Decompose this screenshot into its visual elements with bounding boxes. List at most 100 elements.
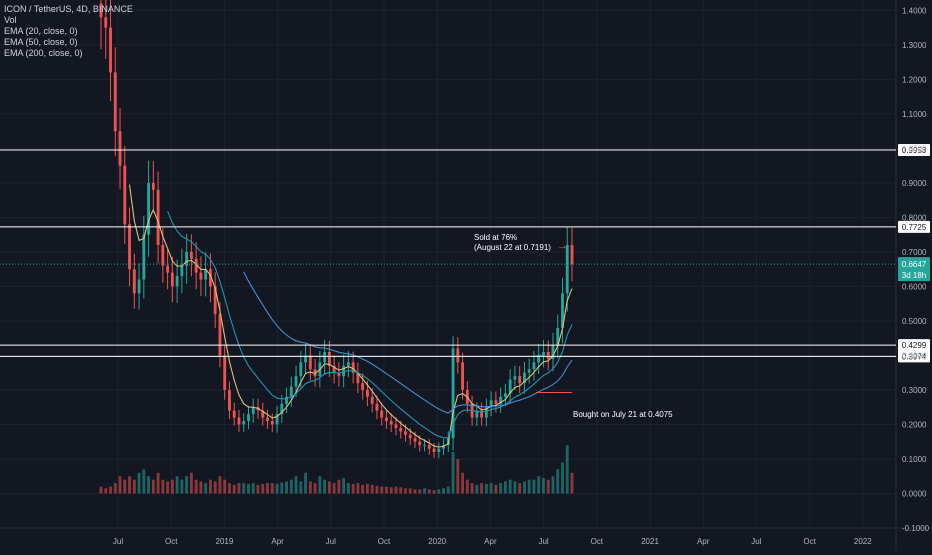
volume-bar [385, 486, 388, 494]
volume-bar [218, 476, 222, 494]
indicator-vol[interactable]: Vol [4, 15, 17, 25]
candle-body [346, 362, 350, 366]
y-tick-label: 1.3000 [902, 41, 927, 50]
x-tick-label: Jul [113, 537, 123, 546]
candle-body [270, 421, 274, 425]
volume-bar [456, 458, 460, 494]
candle-body [508, 379, 512, 394]
volume-bar [465, 479, 469, 494]
candle-body [551, 345, 555, 359]
volume-bar [542, 477, 545, 494]
volume-bar [427, 489, 431, 494]
annotations: Sold at 76%(August 22 at 0.7191) → Bought … [474, 233, 673, 419]
volume-bar [170, 479, 174, 494]
candle-body [180, 265, 184, 277]
candle-body [266, 417, 269, 422]
indicator-ema50[interactable]: EMA (50, close, 0) [4, 37, 78, 47]
candle-body [199, 272, 203, 280]
candle-body [380, 410, 384, 418]
level-tag [898, 350, 930, 363]
sold-annotation-line1: Sold at 76% [474, 233, 517, 242]
candle-body [128, 224, 131, 270]
candle-body [432, 448, 436, 453]
volume-bar [503, 481, 507, 494]
candle-body [389, 421, 393, 425]
y-tick-label: 0.8000 [902, 213, 927, 222]
volume-bar [451, 452, 455, 494]
volume-bar [237, 483, 241, 494]
candle-body [147, 182, 151, 235]
candle-body [570, 245, 574, 265]
x-tick-label: 2021 [641, 537, 659, 546]
volume-bar [128, 476, 131, 494]
volume-bar [470, 483, 474, 494]
volume-bar [527, 479, 531, 494]
candle-body [323, 352, 327, 363]
volume-bar [446, 486, 450, 494]
current-price-tag [898, 257, 930, 282]
volume-bar [413, 489, 417, 494]
volume-bar [189, 472, 193, 494]
sold-annotation-line2: (August 22 at 0.7191) [474, 243, 551, 252]
candle-body [194, 258, 198, 273]
volume-bar [484, 483, 488, 494]
candle-body [451, 348, 455, 439]
candle-body [503, 393, 507, 397]
volume-bar [551, 476, 555, 494]
volume-bar [432, 490, 436, 494]
volume-bar [147, 476, 151, 494]
candle-body [156, 189, 160, 246]
x-tick-label: 2019 [216, 537, 234, 546]
x-tick-label: Jul [538, 537, 548, 546]
volume-bar [151, 479, 155, 494]
candle-body [275, 414, 279, 425]
volume-bar [351, 483, 355, 494]
candle-body [427, 445, 431, 449]
volume-bar [266, 483, 269, 494]
volume-bar [299, 481, 303, 494]
volume-bar [461, 472, 465, 494]
indicator-ema20[interactable]: EMA (20, close, 0) [4, 26, 78, 36]
volume-bar [123, 479, 127, 494]
level-label: 0.7725 [902, 223, 927, 232]
volume-bar [113, 483, 117, 494]
volume-bar [313, 483, 317, 494]
volume-bar [399, 487, 403, 494]
x-tick-label: Apr [697, 537, 710, 546]
indicator-ema200[interactable]: EMA (200, close, 0) [4, 48, 83, 58]
volume-bar [261, 483, 265, 494]
candle-body [308, 355, 312, 370]
price-axis[interactable]: 1.4000 1.3000 1.2000 1.1000 1.0000 0.9000 0.80… [902, 6, 930, 533]
volume-bar [104, 488, 108, 494]
candle-body [242, 421, 246, 425]
volume-bar [166, 481, 170, 494]
candle-body [118, 131, 122, 166]
time-axis[interactable]: Jul Oct 2019 Apr Jul Oct 2020 Apr Jul Oct 2021 Apr J… [113, 537, 872, 546]
candle-body [475, 410, 479, 418]
volume-bar [437, 489, 441, 494]
candle-body [527, 369, 531, 373]
bought-annotation: Bought on July 21 at 0.4075 [573, 410, 673, 419]
candle-body [513, 376, 517, 380]
volume-bar [280, 482, 284, 494]
candle-body [304, 355, 308, 363]
volume-bar [318, 476, 322, 494]
candle-body [375, 403, 379, 411]
volume-bar [499, 483, 503, 494]
candle-body [356, 372, 360, 384]
volume-bar [494, 484, 498, 494]
x-tick-label: Jul [751, 537, 761, 546]
candle-body [247, 414, 250, 422]
volume-bar [389, 487, 393, 494]
y-tick-label: 1.1000 [902, 110, 927, 119]
symbol-title[interactable]: ICON / TetherUS, 4D, BINANCE [4, 4, 133, 14]
volume-bar [142, 469, 146, 494]
volume-bar [361, 484, 365, 494]
volume-bar [194, 479, 198, 494]
volume-bar [185, 476, 189, 494]
volume-bar [199, 481, 203, 494]
countdown-label: 3d 18h [902, 271, 926, 280]
volume-bar [156, 472, 160, 494]
